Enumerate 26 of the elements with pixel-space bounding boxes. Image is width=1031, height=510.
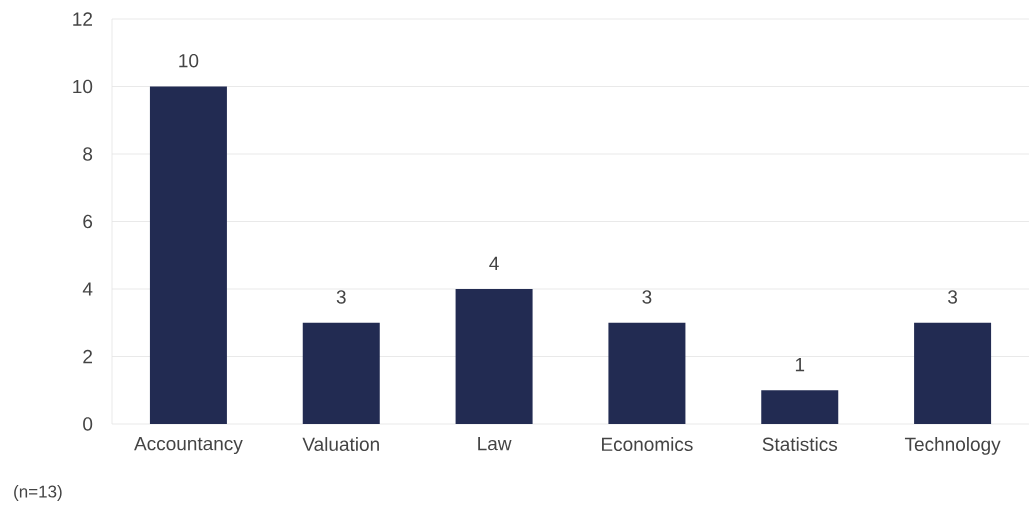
y-tick-label: 6 bbox=[83, 214, 93, 229]
data-label: 1 bbox=[795, 358, 805, 372]
x-tick-label: Law bbox=[478, 437, 512, 451]
bar bbox=[302, 322, 380, 424]
y-tick-label: 12 bbox=[73, 12, 92, 26]
data-label: 3 bbox=[642, 290, 652, 304]
y-tick-label: 10 bbox=[73, 79, 93, 94]
data-label: 3 bbox=[948, 290, 958, 304]
bar bbox=[914, 322, 992, 424]
text: (n=13) bbox=[14, 485, 62, 501]
y-tick-label: 8 bbox=[83, 147, 93, 161]
bar bbox=[455, 289, 533, 424]
x-tick-label: Valuation bbox=[302, 437, 379, 452]
bar bbox=[608, 322, 686, 424]
y-tick-label: 4 bbox=[82, 282, 93, 296]
y-tick-label: 2 bbox=[83, 349, 93, 364]
y-tick-label: 0 bbox=[83, 417, 93, 431]
data-label: 4 bbox=[489, 256, 499, 270]
bar bbox=[149, 86, 227, 424]
x-tick-label: Technology bbox=[904, 437, 1001, 455]
x-tick-label: Accountancy bbox=[134, 437, 243, 455]
x-tick-label: Economics bbox=[602, 437, 693, 452]
data-label: 3 bbox=[336, 290, 346, 304]
data-label: 10 bbox=[179, 53, 199, 68]
bar bbox=[761, 390, 839, 424]
x-tick-label: Statistics bbox=[762, 437, 838, 452]
